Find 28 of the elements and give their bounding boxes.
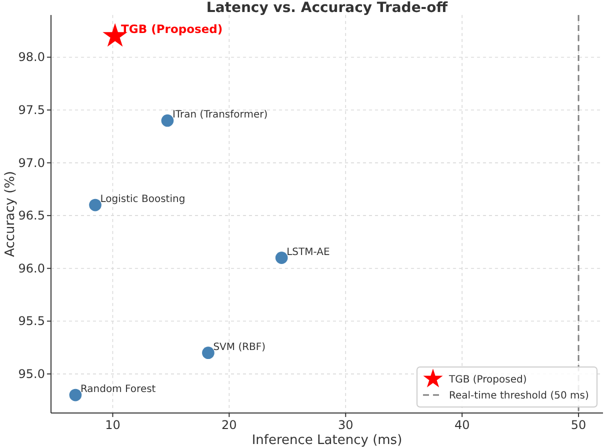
legend-label: TGB (Proposed): [448, 374, 527, 386]
x-axis-title: Inference Latency (ms): [252, 433, 402, 447]
point: [275, 252, 288, 264]
chart-title: Latency vs. Accuracy Trade-off: [206, 0, 448, 16]
y-tick-label: 96.5: [18, 208, 45, 223]
y-tick-label: 95.5: [18, 314, 45, 328]
y-tick-label: 95.0: [18, 366, 45, 381]
series-label: LSTM-AE: [286, 246, 330, 258]
x-tick-label: 50: [570, 418, 586, 432]
x-tick-label: 20: [222, 418, 237, 432]
x-tick-label: 10: [105, 418, 120, 432]
point: [69, 388, 82, 402]
text: TGB (Proposed): [121, 22, 223, 36]
series-label: Random Forest: [80, 384, 156, 396]
x-tick-label: 30: [338, 418, 354, 432]
series-label: SVM (RBF): [213, 342, 266, 353]
y-tick-label: 97.0: [18, 156, 45, 170]
series-label: ITran (Transformer): [172, 110, 268, 121]
point: [161, 114, 174, 127]
point: [89, 198, 102, 212]
point: [202, 346, 214, 359]
y-tick-label: 96.0: [18, 261, 45, 276]
series-label: Logistic Boosting: [100, 194, 186, 206]
y-tick-label: 98.0: [18, 50, 45, 64]
y-axis-title: Accuracy (%): [3, 171, 18, 257]
x-tick-label: 40: [454, 418, 470, 432]
y-tick-label: 97.5: [18, 103, 45, 118]
ref-line-label: Real-time threshold (50 ms): [449, 390, 589, 402]
